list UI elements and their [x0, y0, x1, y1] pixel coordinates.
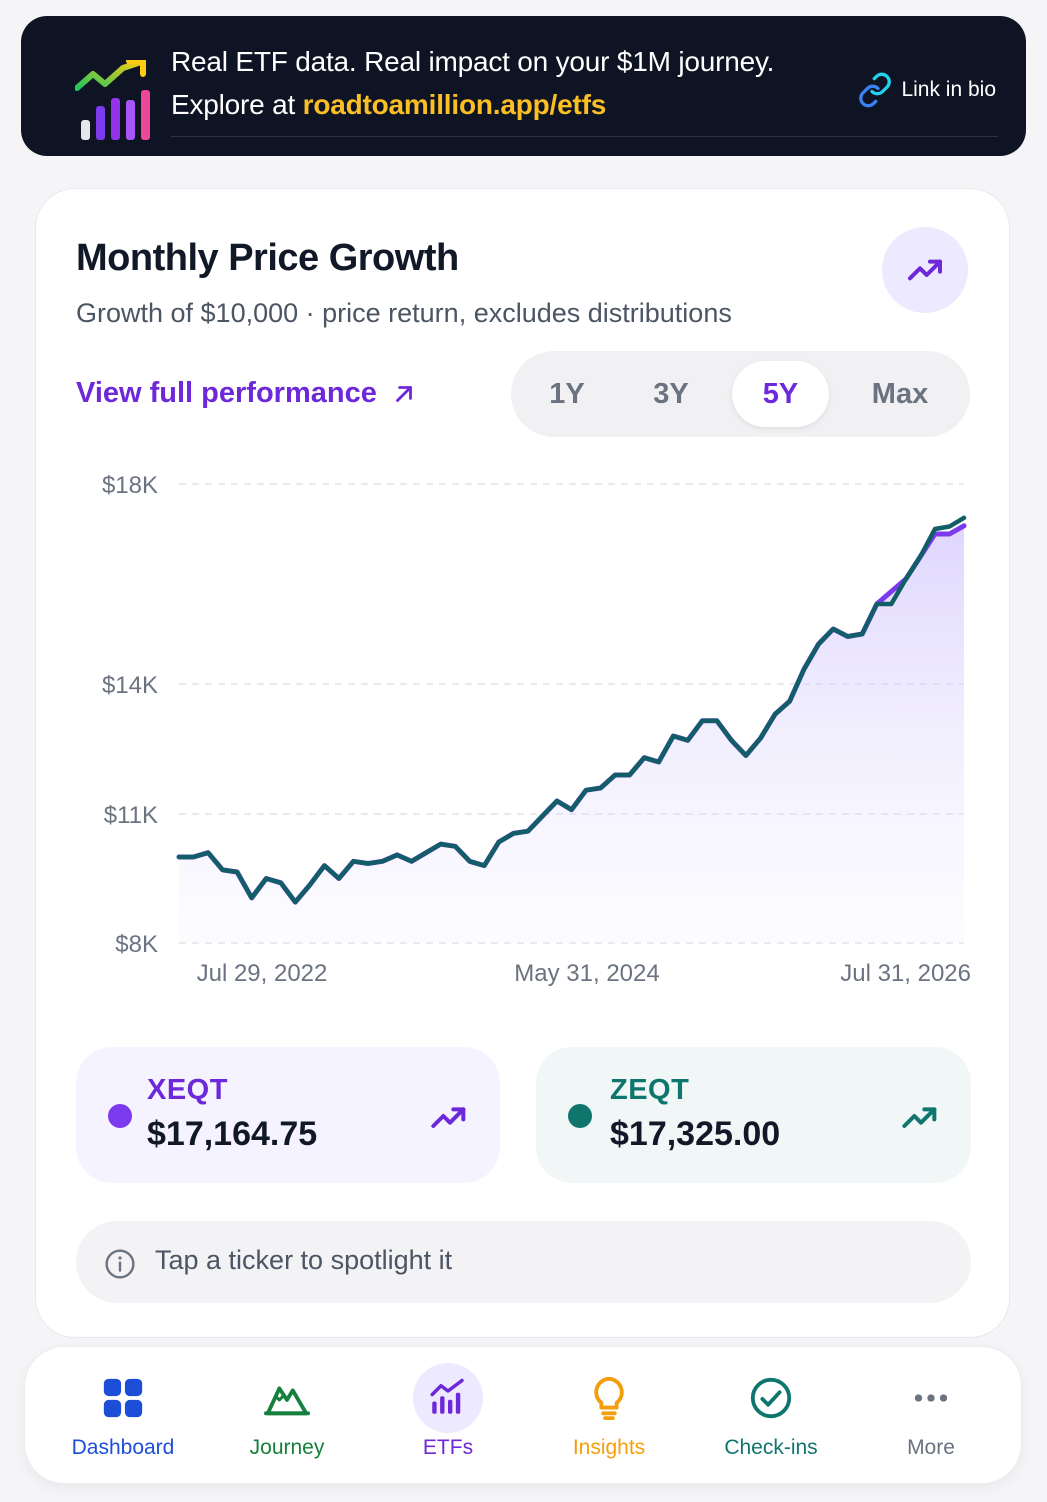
promo-banner: Real ETF data. Real impact on your $1M j… — [21, 16, 1026, 156]
nav-icon-container — [574, 1363, 644, 1433]
hint-text: Tap a ticker to spotlight it — [155, 1245, 453, 1275]
y-tick-label: $8K — [115, 931, 158, 958]
range-5y-button[interactable]: 5Y — [732, 361, 829, 427]
range-1y-button[interactable]: 1Y — [525, 361, 609, 427]
trending-up-icon — [431, 1107, 466, 1128]
view-full-performance-label: View full performance — [76, 377, 377, 409]
price-growth-chart: $18K $14K $11K $8K Jul 29, 2022 May 31, 2024… — [102, 472, 971, 987]
nav-check-ins[interactable]: Check-ins — [691, 1347, 851, 1485]
trending-up-icon — [902, 1107, 937, 1128]
nav-label: Dashboard — [71, 1436, 175, 1459]
card-subtitle: Growth of $10,000 · price return, exclud… — [76, 298, 732, 328]
trending-up-icon — [908, 259, 942, 281]
banner-cta-text: Explore at roadtoamillion.app/etfs — [171, 89, 606, 121]
range-3y-button[interactable]: 3Y — [627, 361, 715, 427]
y-tick-label: $14K — [102, 672, 158, 699]
ticker-dot-xeqt — [108, 1104, 132, 1128]
ticker-symbol: ZEQT — [610, 1074, 690, 1106]
nav-icon-container — [413, 1363, 483, 1433]
spotlight-hint: Tap a ticker to spotlight it — [76, 1221, 971, 1303]
y-tick-label: $18K — [102, 472, 158, 499]
ticker-value: $17,164.75 — [147, 1115, 318, 1153]
nav-label: Journey — [249, 1436, 325, 1459]
card-title: Monthly Price Growth — [76, 237, 459, 279]
time-range-selector: 1Y 3Y 5Y Max — [511, 351, 970, 437]
ticker-dot-zeqt — [568, 1104, 592, 1128]
zeqt-series-line — [176, 515, 967, 905]
price-growth-card: Monthly Price Growth Growth of $10,000 ·… — [35, 188, 1010, 1338]
growth-bars-logo-icon — [75, 60, 150, 140]
x-tick-label: Jul 29, 2022 — [197, 960, 328, 987]
lightbulb-icon — [594, 1376, 624, 1421]
ticker-symbol: XEQT — [147, 1074, 228, 1106]
nav-icon-container — [736, 1363, 806, 1433]
nav-icon-container — [252, 1363, 322, 1433]
ticker-card-zeqt[interactable]: ZEQT $17,325.00 — [536, 1047, 971, 1183]
nav-label: More — [907, 1436, 955, 1459]
ticker-value: $17,325.00 — [610, 1115, 781, 1153]
nav-label: Check-ins — [724, 1436, 818, 1459]
nav-more[interactable]: More — [851, 1347, 1011, 1485]
banner-url-link[interactable]: roadtoamillion.app/etfs — [302, 89, 607, 120]
xeqt-area-fill — [179, 525, 964, 943]
mountain-icon — [264, 1386, 310, 1416]
info-icon — [105, 1249, 135, 1279]
x-tick-label: Jul 31, 2026 — [840, 960, 971, 987]
grid-icon — [103, 1378, 143, 1418]
nav-dashboard[interactable]: Dashboard — [43, 1347, 203, 1485]
x-tick-label: May 31, 2024 — [514, 960, 659, 987]
nav-journey[interactable]: Journey — [207, 1347, 367, 1485]
banner-headline: Real ETF data. Real impact on your $1M j… — [171, 46, 775, 77]
y-axis-labels: $18K $14K $11K $8K — [102, 472, 158, 958]
y-tick-label: $11K — [104, 802, 158, 829]
nav-insights[interactable]: Insights — [529, 1347, 689, 1485]
ticker-card-xeqt[interactable]: XEQT $17,164.75 — [76, 1047, 500, 1183]
link-icon — [859, 72, 892, 108]
banner-divider — [171, 136, 998, 137]
x-axis-labels: Jul 29, 2022 May 31, 2024 Jul 31, 2026 — [197, 960, 971, 987]
bottom-navigation: Dashboard Journey ETFs — [24, 1346, 1022, 1484]
banner-cta-prefix: Explore at — [171, 89, 303, 120]
check-circle-icon — [750, 1377, 792, 1419]
link-in-bio[interactable]: Link in bio — [857, 72, 996, 108]
nav-etfs[interactable]: ETFs — [368, 1347, 528, 1485]
trend-badge — [882, 227, 968, 313]
nav-label: Insights — [572, 1436, 646, 1459]
more-dots-icon — [914, 1394, 948, 1402]
arrow-up-right-icon — [395, 385, 412, 402]
bar-chart-icon — [430, 1378, 464, 1414]
nav-icon-container — [896, 1363, 966, 1433]
view-full-performance-link[interactable]: View full performance — [76, 377, 417, 410]
nav-icon-container — [88, 1363, 158, 1433]
nav-label: ETFs — [422, 1436, 474, 1459]
range-max-button[interactable]: Max — [846, 361, 954, 427]
link-in-bio-label: Link in bio — [901, 78, 996, 101]
